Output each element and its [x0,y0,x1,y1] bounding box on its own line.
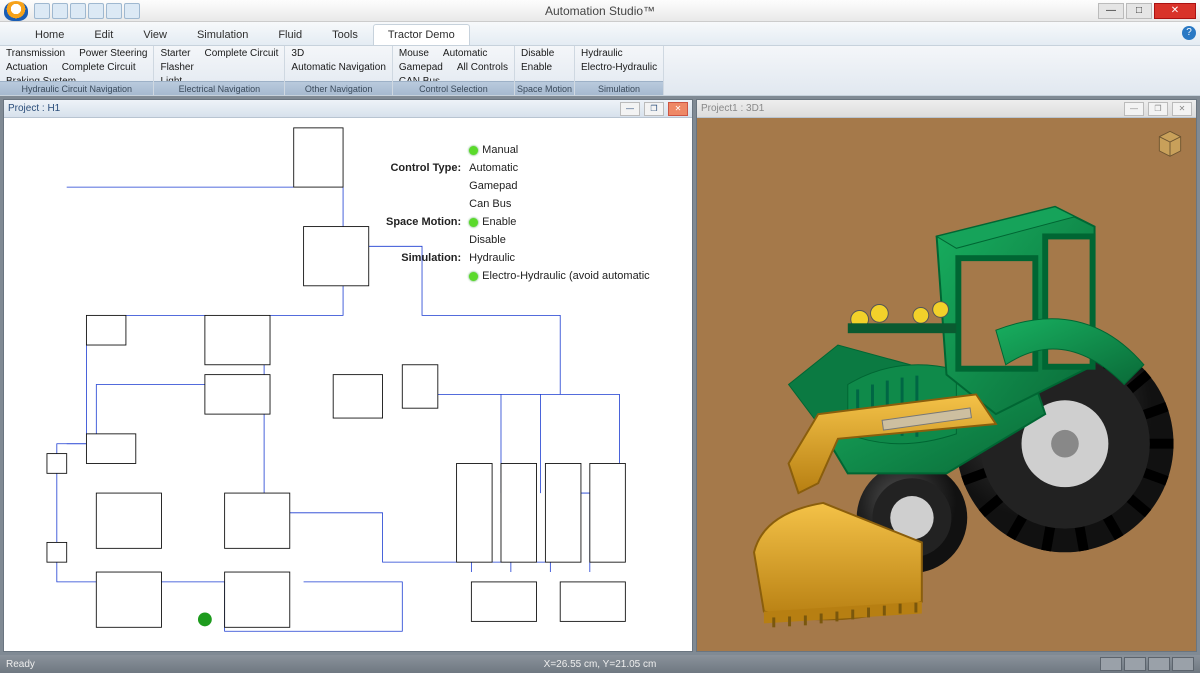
control-label [386,142,467,158]
pane-maximize-button[interactable]: ❐ [1148,102,1168,116]
titlebar: Automation Studio™ — □ ✕ [0,0,1200,22]
control-option[interactable]: Disable [469,232,656,248]
tractor-svg [697,118,1196,651]
status-text: Ready [6,659,35,670]
pane-minimize-button[interactable]: — [620,102,640,116]
status-button[interactable] [1100,657,1122,671]
ribbon-item[interactable]: Disable [521,48,554,62]
menu-tab-view[interactable]: View [128,24,182,45]
menu-tab-edit[interactable]: Edit [79,24,128,45]
status-dot-icon [469,218,478,227]
quick-access-toolbar [34,3,140,19]
qat-button[interactable] [106,3,122,19]
qat-button[interactable] [88,3,104,19]
pane-minimize-button[interactable]: — [1124,102,1144,116]
menu-tab-tools[interactable]: Tools [317,24,373,45]
ribbon-group-label: Hydraulic Circuit Navigation [0,81,153,95]
qat-button[interactable] [34,3,50,19]
status-dot-icon [469,146,478,155]
status-button[interactable] [1148,657,1170,671]
ribbon-item[interactable]: Gamepad [399,62,443,76]
status-button[interactable] [1124,657,1146,671]
ribbon-group: StarterComplete CircuitFlasherLightElect… [154,46,285,95]
pane-schematic-title: Project : H1 [8,103,60,114]
ribbon-item[interactable]: Actuation [6,62,48,76]
pane-close-button[interactable]: ✕ [668,102,688,116]
control-option[interactable]: Hydraulic [469,250,656,266]
pane-3d-titlebar[interactable]: Project1 : 3D1 — ❐ ✕ [697,100,1196,118]
ribbon-item[interactable]: Flasher [160,62,193,76]
ribbon: Transmission Power Steering Actuation Compl… [0,46,1200,96]
ribbon-group: MouseAutomaticGamepadAll ControlsCAN Bus… [393,46,515,95]
control-option[interactable]: Gamepad [469,178,656,194]
ribbon-group-label: Space Motion [515,81,574,95]
ribbon-group-label: Other Navigation [285,81,392,95]
schematic-canvas[interactable]: ManualControl Type:Automatic Gamepad Can B… [4,118,692,651]
ribbon-group-label: Control Selection [393,81,514,95]
ribbon-item[interactable]: Enable [521,62,552,76]
ribbon-item[interactable]: Complete Circuit [62,62,136,76]
view-cube-icon[interactable] [1152,126,1188,158]
control-option[interactable]: Electro-Hydraulic (avoid automatic [469,268,656,284]
control-option[interactable]: Can Bus [469,196,656,212]
ribbon-item[interactable]: Automatic [443,48,487,62]
ribbon-item[interactable]: Starter [160,48,190,62]
app-title: Automation Studio™ [545,4,655,18]
ribbon-item[interactable]: Complete Circuit [204,48,278,62]
ribbon-item[interactable]: Electro-Hydraulic [581,62,657,76]
menu-tab-fluid[interactable]: Fluid [263,24,317,45]
close-button[interactable]: ✕ [1154,3,1196,19]
qat-button[interactable] [52,3,68,19]
control-label [386,232,467,248]
ribbon-item[interactable]: Mouse [399,48,429,62]
pane-schematic: Project : H1 — ❐ ✕ [3,99,693,652]
ribbon-group: 3DAutomatic Navigation Other Navigation [285,46,393,95]
control-label: Simulation: [386,250,467,266]
menu-tab-simulation[interactable]: Simulation [182,24,263,45]
ribbon-group: DisableEnable Space Motion [515,46,575,95]
qat-button[interactable] [124,3,140,19]
ribbon-item[interactable]: Automatic Navigation [291,62,386,76]
app-logo-icon [4,1,28,21]
control-type-block: ManualControl Type:Automatic Gamepad Can B… [384,140,658,286]
ribbon-group: Transmission Power Steering Actuation Compl… [0,46,154,95]
status-dot-icon [469,272,478,281]
3d-viewport[interactable] [697,118,1196,651]
ribbon-item[interactable]: All Controls [457,62,508,76]
pane-schematic-titlebar[interactable]: Project : H1 — ❐ ✕ [4,100,692,118]
help-icon[interactable]: ? [1182,26,1196,40]
pane-maximize-button[interactable]: ❐ [644,102,664,116]
pane-3d: Project1 : 3D1 — ❐ ✕ [696,99,1197,652]
control-label [386,196,467,212]
control-option[interactable]: Automatic [469,160,656,176]
ribbon-group-label: Electrical Navigation [154,81,284,95]
status-coords: X=26.55 cm, Y=21.05 cm [544,659,657,670]
control-label [386,178,467,194]
minimize-button[interactable]: — [1098,3,1124,19]
pane-3d-title: Project1 : 3D1 [701,103,764,114]
maximize-button[interactable]: □ [1126,3,1152,19]
qat-button[interactable] [70,3,86,19]
control-label [386,268,467,284]
ribbon-item[interactable]: Power Steering [79,48,147,62]
menu-tab-tractor-demo[interactable]: Tractor Demo [373,24,470,45]
menu-tabs: HomeEditViewSimulationFluidToolsTractor … [0,22,1200,46]
ribbon-group: HydraulicElectro-Hydraulic Simulation [575,46,664,95]
statusbar: Ready X=26.55 cm, Y=21.05 cm [0,655,1200,673]
status-button[interactable] [1172,657,1194,671]
ribbon-item[interactable]: Hydraulic [581,48,623,62]
menu-tab-home[interactable]: Home [20,24,79,45]
workspace: Project : H1 — ❐ ✕ [0,96,1200,655]
pane-close-button[interactable]: ✕ [1172,102,1192,116]
control-option[interactable]: Enable [469,214,656,230]
control-label: Control Type: [386,160,467,176]
ribbon-item[interactable]: Transmission [6,48,65,62]
ribbon-group-label: Simulation [575,81,663,95]
control-option[interactable]: Manual [469,142,656,158]
ribbon-item[interactable]: 3D [291,48,304,62]
control-label: Space Motion: [386,214,467,230]
